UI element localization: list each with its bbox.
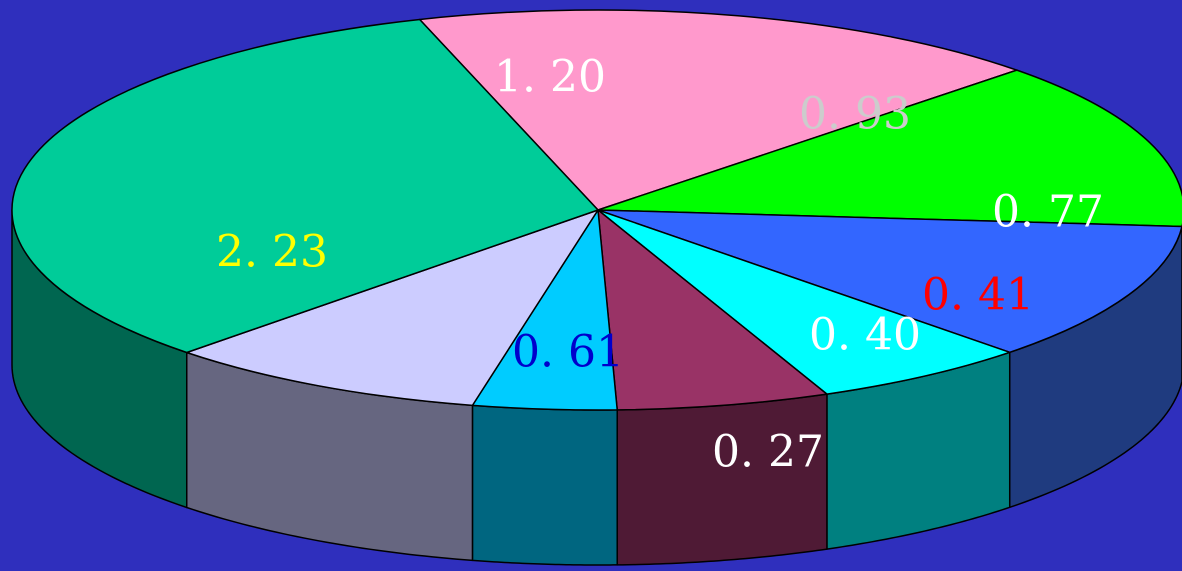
data-label-7: 2. 23 bbox=[216, 227, 328, 278]
data-label-6: 0. 61 bbox=[512, 327, 624, 378]
pie-sides bbox=[11, 209, 1182, 566]
data-label-0: 1. 20 bbox=[494, 52, 606, 103]
pie-slice-1 bbox=[597, 69, 1182, 228]
data-label-4: 0. 40 bbox=[809, 310, 921, 361]
pie-labels: 1. 20 0. 93 0. 77 0. 410. 40 0. 27 0. 61 2. 23 bbox=[216, 52, 1104, 478]
data-label-2: 0. 77 bbox=[992, 187, 1104, 238]
pie-side-4 bbox=[616, 393, 828, 566]
pie-slice-6 bbox=[186, 209, 599, 407]
data-label-5: 0. 27 bbox=[712, 427, 824, 478]
pie-slice-2 bbox=[597, 209, 1182, 354]
data-label-3: 0. 41 bbox=[922, 270, 1034, 321]
pie-slice-7 bbox=[11, 18, 599, 354]
pie-slice-3 bbox=[597, 209, 1011, 395]
pie-slice-0 bbox=[418, 9, 1018, 211]
pie-tops bbox=[11, 9, 1182, 411]
pie-slice-4 bbox=[597, 209, 828, 411]
pie-side-5 bbox=[471, 404, 618, 566]
data-label-1: 0. 93 bbox=[799, 89, 911, 140]
